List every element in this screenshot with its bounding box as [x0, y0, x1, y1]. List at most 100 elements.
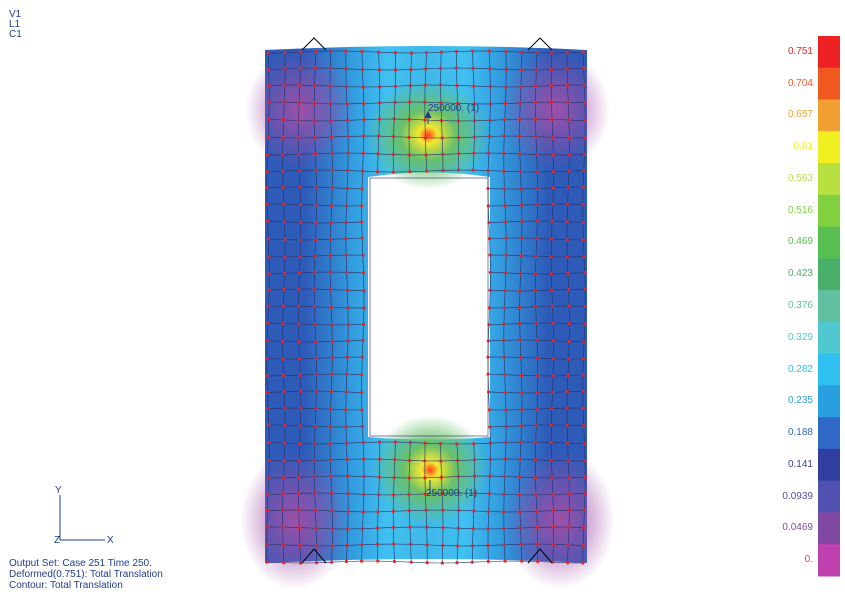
mesh-node: [566, 271, 570, 275]
mesh-node: [439, 119, 444, 123]
mesh-node: [533, 100, 538, 104]
mesh-node: [504, 408, 508, 412]
mesh-node: [454, 49, 459, 54]
mesh-node: [457, 491, 461, 495]
mesh-node: [393, 440, 398, 444]
mesh-node: [346, 527, 350, 531]
mesh-node: [328, 84, 332, 88]
mesh-node: [360, 169, 365, 173]
mesh-node: [328, 442, 332, 446]
mesh-node: [299, 220, 303, 224]
mesh-node: [392, 542, 396, 546]
mesh-node: [534, 493, 538, 497]
mesh-node: [281, 374, 286, 378]
mesh-node: [503, 457, 508, 461]
mesh-node: [440, 491, 444, 495]
mesh-node: [487, 151, 491, 155]
mesh-node: [518, 170, 523, 174]
mesh-node: [345, 102, 349, 106]
mesh-node: [583, 459, 587, 463]
mesh-node: [502, 169, 506, 173]
mesh-node: [266, 135, 270, 139]
mesh-node: [281, 321, 285, 326]
mesh-node: [409, 560, 413, 564]
mesh-node: [565, 83, 570, 87]
legend-swatch: [818, 67, 840, 101]
mesh-node: [282, 287, 286, 292]
legend-swatch: [818, 194, 840, 228]
mesh-node: [488, 474, 492, 478]
mesh-node: [360, 49, 364, 54]
mesh-node: [409, 542, 413, 546]
mesh-node: [361, 85, 365, 89]
mesh-node: [488, 306, 492, 310]
mesh-node: [344, 441, 348, 445]
mesh-node: [361, 510, 365, 514]
mesh-node: [360, 527, 365, 531]
mesh-node: [361, 151, 365, 155]
mesh-node: [425, 561, 429, 565]
mesh-node: [297, 101, 301, 105]
legend-value: 0.704: [787, 77, 813, 89]
mesh-node: [533, 117, 538, 121]
mesh-node: [378, 457, 382, 461]
mesh-node: [454, 66, 459, 70]
legend-swatch: [818, 353, 840, 386]
mesh-node: [265, 170, 269, 174]
mesh-node: [566, 441, 570, 445]
legend-value: 0.563: [787, 172, 813, 184]
mesh-node: [488, 288, 492, 292]
mesh-node: [281, 357, 285, 361]
mesh-node: [312, 442, 317, 446]
mesh-node: [486, 527, 490, 531]
mesh-node: [504, 220, 508, 224]
axis-y-label: Y: [55, 485, 62, 496]
legend-swatch: [818, 417, 840, 450]
mesh-node: [503, 118, 507, 122]
mesh-node: [424, 67, 428, 71]
mesh-node: [439, 101, 443, 105]
mesh-node: [472, 442, 476, 446]
mesh-node: [567, 476, 571, 480]
mesh-node: [441, 152, 445, 157]
mesh-node: [535, 338, 539, 342]
mesh-node: [360, 220, 364, 224]
mesh-node: [518, 117, 522, 121]
mesh-node: [378, 101, 382, 105]
mesh-node: [314, 221, 318, 225]
mesh-node: [551, 186, 556, 190]
mesh-node: [424, 508, 428, 512]
mesh-node: [362, 457, 366, 461]
mesh-node: [535, 407, 539, 411]
mesh-node: [565, 51, 569, 55]
mesh-node: [297, 508, 301, 512]
mesh-node: [267, 288, 271, 292]
mesh-node: [551, 374, 555, 378]
mesh-node: [344, 425, 348, 429]
mesh-node: [534, 84, 538, 88]
mesh-node: [329, 119, 333, 123]
mesh-node: [487, 492, 491, 496]
mesh-node: [440, 561, 444, 565]
mesh-node: [283, 255, 287, 259]
mesh-node: [487, 134, 491, 138]
mesh-node: [471, 168, 475, 172]
mesh-node: [361, 322, 366, 326]
mesh-node: [551, 493, 555, 497]
mesh-node: [265, 509, 270, 513]
constraint-bottom-left: [301, 548, 327, 564]
mesh-node: [314, 372, 319, 376]
mesh-node: [550, 476, 554, 480]
constraints: [301, 37, 553, 564]
mesh-node: [456, 544, 460, 548]
mesh-node: [472, 458, 476, 462]
mesh-node: [551, 542, 555, 546]
mesh-node: [375, 526, 380, 530]
mesh-node: [549, 255, 553, 259]
mesh-node: [566, 100, 570, 104]
mesh-node: [486, 372, 490, 376]
axis-triad: [59, 495, 105, 541]
mesh-node: [266, 304, 271, 308]
mesh-node: [549, 272, 553, 276]
mesh-node: [330, 356, 334, 360]
